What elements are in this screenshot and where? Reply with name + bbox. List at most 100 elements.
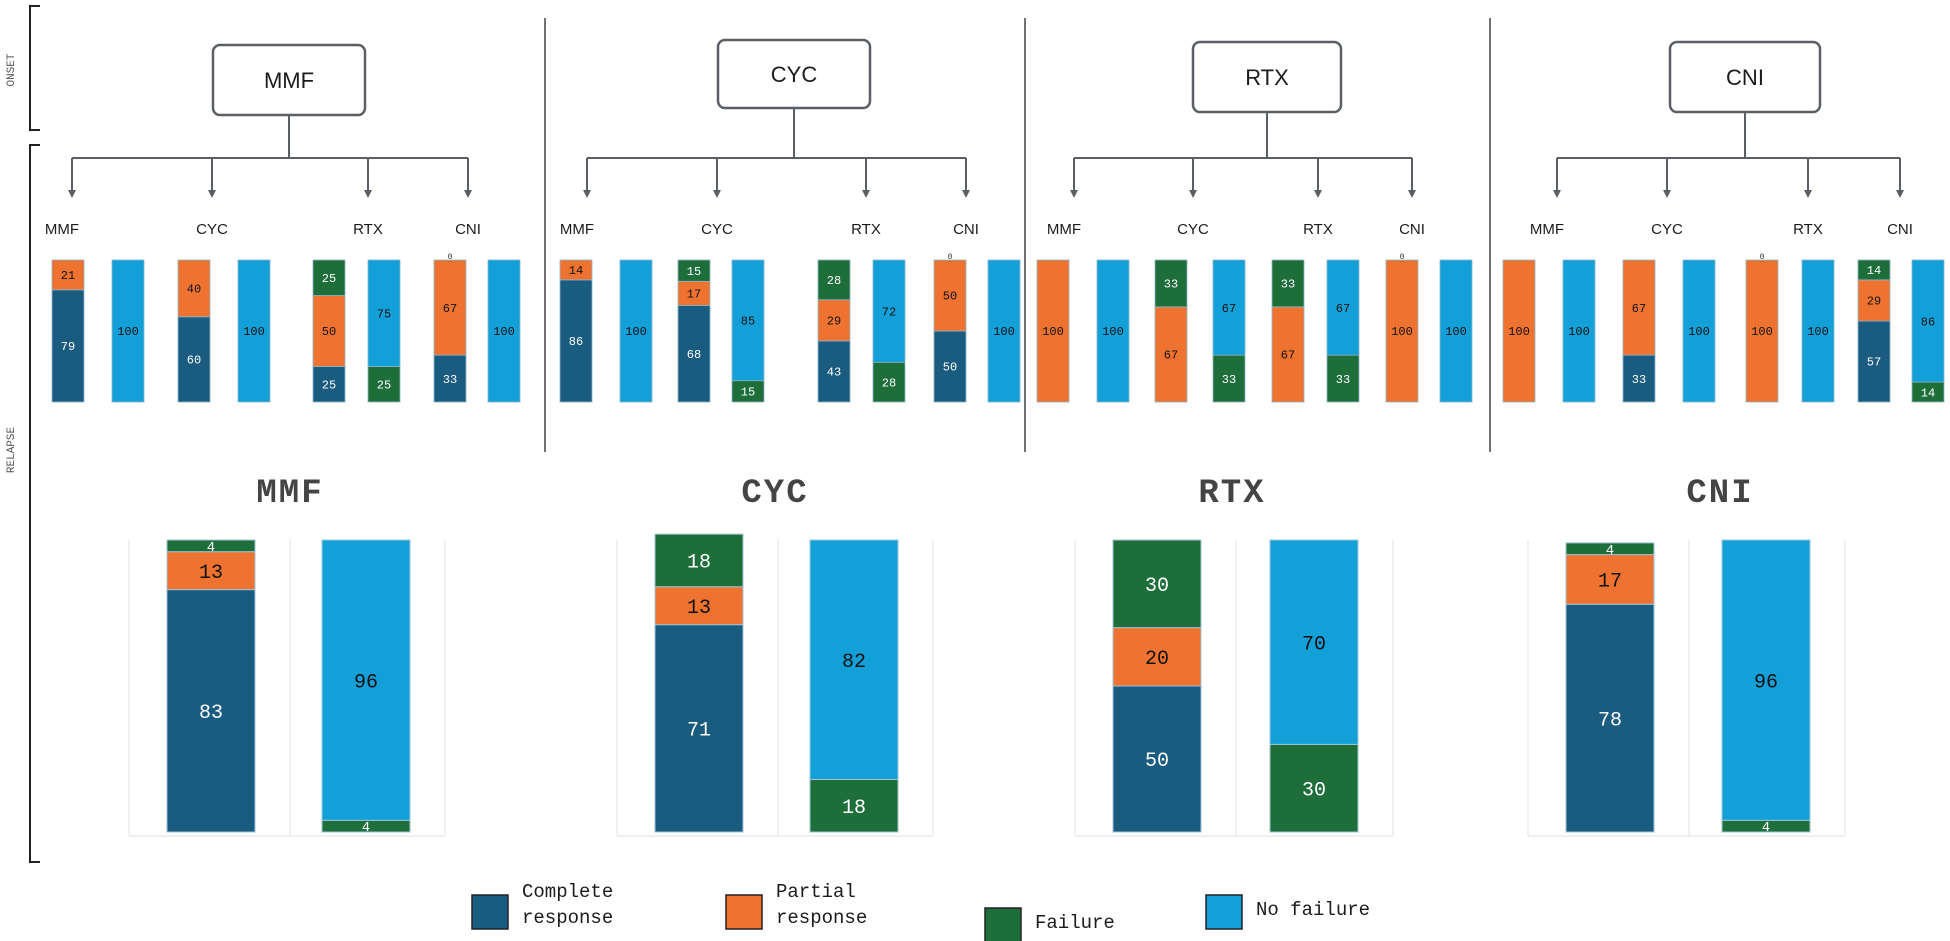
data-label: 67	[1222, 302, 1236, 316]
data-label: 33	[1164, 278, 1178, 292]
bar-segment-partial	[1036, 259, 1070, 403]
summary-chart-rtx: RTX 50 20 30 30 70	[1074, 475, 1394, 837]
bar-segment-partial	[559, 259, 593, 281]
data-label: 67	[1281, 349, 1295, 363]
bar-segment-complete	[933, 330, 967, 403]
bar-segment-complete	[177, 316, 211, 403]
legend-swatch	[984, 907, 1022, 941]
bar-segment-nofailure	[619, 259, 653, 403]
data-label: 67	[1336, 302, 1350, 316]
data-label: 20	[1145, 648, 1169, 671]
relapse-bracket	[29, 144, 40, 863]
data-label: 50	[1145, 750, 1169, 773]
bar-segment-nofailure	[1326, 259, 1360, 356]
bar-segment-partial	[1154, 306, 1188, 403]
data-label: 21	[61, 269, 75, 283]
data-label: 30	[1302, 779, 1326, 802]
data-label: 14	[569, 264, 583, 278]
data-label: 25	[377, 378, 391, 392]
bar-segment-nofailure	[987, 259, 1021, 403]
bar-segment-partial	[1112, 627, 1202, 687]
data-label: 71	[687, 720, 711, 743]
bar-segment-failure	[1212, 354, 1246, 403]
onset-bracket	[29, 5, 40, 131]
data-label: 100	[1508, 325, 1530, 339]
data-label: 25	[322, 378, 336, 392]
legend: Complete response Partial response Failure No…	[471, 881, 1370, 941]
relapse-drug-label: RTX	[851, 221, 881, 238]
summary-chart-mmf: MMF 83 13 4 4 96	[128, 475, 446, 837]
legend-swatch	[471, 894, 509, 930]
legend-label: No failure	[1256, 899, 1370, 921]
bar-segment-partial	[1857, 279, 1891, 322]
data-label: 33	[1632, 373, 1646, 387]
bar-segment-partial	[654, 586, 744, 626]
onset-drug-label: MMF	[264, 68, 314, 93]
legend-label: response	[522, 907, 613, 929]
bar-segment-complete	[817, 340, 851, 403]
onset-drug-label: RTX	[1245, 65, 1289, 90]
bar-segment-failure	[1857, 259, 1891, 281]
relapse-bar: 25 50 25	[312, 259, 346, 403]
data-label: 67	[1632, 302, 1646, 316]
relapse-bar: 67 33	[1154, 259, 1188, 403]
data-label: 100	[1751, 325, 1773, 339]
bar-segment-partial	[933, 259, 967, 332]
data-label: 100	[1391, 325, 1413, 339]
legend-item-nofailure: No failure	[1205, 894, 1370, 930]
data-label: 100	[1445, 325, 1467, 339]
onset-side-label: ONSET	[6, 53, 18, 86]
bar-segment-failure	[872, 361, 906, 403]
bar-segment-nofailure	[1096, 259, 1130, 403]
legend-item-complete: Complete response	[471, 881, 613, 930]
bar-segment-nofailure	[111, 259, 145, 403]
data-label: 85	[741, 315, 755, 329]
data-label: 100	[243, 325, 265, 339]
bar-segment-nofailure	[487, 259, 521, 403]
legend-item-failure: Failure	[984, 907, 1115, 941]
onset-tree-mmf: MMF MMF CYC RTX CNI	[45, 43, 481, 238]
data-label: 50	[322, 325, 336, 339]
legend-label: Failure	[1035, 912, 1115, 934]
summary-bar: 78 17 4	[1565, 542, 1655, 833]
relapse-drug-label: CYC	[1651, 221, 1683, 238]
relapse-bar: 100	[1562, 259, 1596, 403]
relapse-bar: 28 72	[872, 259, 906, 403]
bar-segment-partial	[1502, 259, 1536, 403]
relapse-bar: 57 29 14	[1857, 259, 1891, 403]
onset-tree-cyc: CYC MMF CYC RTX CNI	[560, 38, 979, 238]
bar-segment-nofailure	[237, 259, 271, 403]
bar-segment-failure	[166, 539, 256, 553]
relapse-bar: 100	[619, 259, 653, 403]
data-label: 14	[1867, 264, 1881, 278]
data-label: 14	[1921, 386, 1935, 400]
bar-segment-partial	[1622, 259, 1656, 356]
bar-segment-complete	[51, 289, 85, 403]
data-label: 86	[1921, 315, 1935, 329]
relapse-drug-label: CNI	[1887, 221, 1913, 238]
bar-segment-complete	[166, 589, 256, 833]
data-label: 4	[1762, 820, 1770, 836]
relapse-drug-label: CYC	[701, 221, 733, 238]
bar-segment-failure	[367, 366, 401, 403]
data-label: 75	[377, 307, 391, 321]
data-label: 100	[1042, 325, 1064, 339]
onset-drug-label: CNI	[1726, 65, 1764, 90]
onset-drug-label: CYC	[771, 62, 818, 87]
data-label: 33	[1222, 373, 1236, 387]
data-label: 100	[1807, 325, 1829, 339]
summary-bar: 4 96	[1721, 539, 1811, 836]
data-label: 33	[1336, 373, 1350, 387]
data-label: 17	[687, 288, 701, 302]
data-label: 68	[687, 348, 701, 362]
bar-segment-partial	[312, 295, 346, 367]
bar-segment-nofailure	[1801, 259, 1835, 403]
bar-segment-partial	[433, 259, 467, 356]
legend-label: Complete	[522, 881, 613, 903]
relapse-bar: 100	[1096, 259, 1130, 403]
